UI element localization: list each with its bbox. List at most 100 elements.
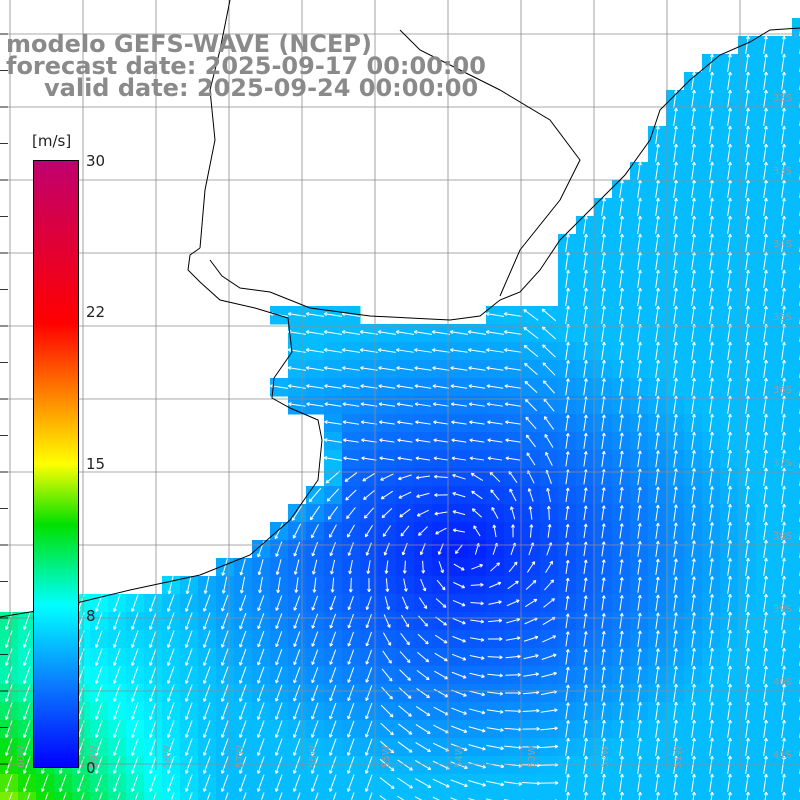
wind-arrow xyxy=(781,593,786,612)
wind-arrow xyxy=(452,510,466,516)
wind-arrow xyxy=(342,420,360,425)
wind-arrow xyxy=(363,490,375,500)
wind-arrow xyxy=(709,504,714,522)
wind-arrow xyxy=(763,107,768,126)
wind-arrow xyxy=(258,576,263,594)
wind-arrow xyxy=(745,539,750,558)
wind-arrow xyxy=(435,598,447,608)
wind-cell xyxy=(792,396,800,415)
wind-arrow xyxy=(565,269,570,288)
wind-arrow xyxy=(727,503,732,522)
wind-cell xyxy=(792,666,800,685)
wind-arrow xyxy=(453,581,466,589)
wind-arrow xyxy=(508,561,518,573)
wind-arrow xyxy=(727,161,732,180)
wind-arrow xyxy=(781,341,786,360)
wind-arrow xyxy=(745,125,750,144)
wind-arrow xyxy=(601,378,606,396)
wind-arrow xyxy=(565,613,570,629)
wind-arrow xyxy=(239,576,246,594)
wind-arrow xyxy=(691,486,696,504)
wind-arrow xyxy=(655,359,660,378)
wind-arrow xyxy=(486,402,503,407)
wind-arrow xyxy=(727,557,732,576)
wind-arrow xyxy=(546,487,551,502)
wind-arrow xyxy=(691,468,696,486)
wind-arrow xyxy=(293,559,300,575)
wind-arrow xyxy=(287,348,306,353)
wind-cell xyxy=(792,18,800,37)
wind-cell xyxy=(792,216,800,235)
wind-cell xyxy=(792,468,800,487)
wind-arrow xyxy=(727,449,732,468)
wind-arrow xyxy=(673,432,678,450)
wind-arrow xyxy=(583,215,588,234)
wind-arrow xyxy=(221,594,229,612)
wind-arrow xyxy=(510,506,516,520)
wind-arrow xyxy=(395,348,414,353)
wind-arrow xyxy=(421,560,426,574)
wind-arrow xyxy=(329,595,337,611)
wind-cell xyxy=(450,792,469,800)
wind-arrow xyxy=(655,576,660,594)
wind-cell xyxy=(792,576,800,595)
wind-arrow xyxy=(348,577,353,593)
wind-arrow xyxy=(781,359,786,378)
wind-cell xyxy=(792,72,800,91)
wind-arrow xyxy=(745,575,750,594)
wind-arrow xyxy=(727,341,732,360)
wind-arrow xyxy=(167,576,174,595)
wind-cell xyxy=(792,684,800,703)
wind-arrow xyxy=(601,595,606,611)
wind-cell xyxy=(792,720,800,739)
wind-arrow xyxy=(22,612,31,630)
wind-arrow xyxy=(361,438,377,443)
wind-cell xyxy=(792,198,800,217)
wind-arrow xyxy=(763,161,768,180)
wind-arrow xyxy=(745,35,750,54)
wind-cell xyxy=(648,792,667,800)
wind-arrow xyxy=(727,431,732,450)
wind-arrow xyxy=(781,467,786,486)
wind-arrow xyxy=(673,540,678,558)
wind-arrow xyxy=(486,384,504,389)
wind-arrow xyxy=(637,161,642,180)
wind-arrow xyxy=(601,197,606,216)
wind-arrow xyxy=(709,486,714,504)
wind-cell xyxy=(576,792,595,800)
wind-arrow xyxy=(367,578,372,593)
wind-arrow xyxy=(691,377,696,396)
wind-arrow xyxy=(433,420,449,425)
wind-arrow xyxy=(619,450,624,468)
wind-arrow xyxy=(601,269,606,288)
wind-arrow xyxy=(491,506,499,519)
wind-arrow xyxy=(257,559,264,576)
wind-cell xyxy=(288,792,307,800)
wind-arrow xyxy=(545,560,553,574)
wind-arrow xyxy=(524,598,538,608)
lat-label: 35S xyxy=(773,312,792,323)
wind-arrow xyxy=(504,384,522,389)
wind-arrow xyxy=(305,330,324,335)
colorbar xyxy=(33,160,79,768)
wind-arrow xyxy=(345,489,357,501)
wind-arrow xyxy=(763,233,768,252)
wind-arrow xyxy=(781,233,786,252)
wind-arrow xyxy=(763,503,768,522)
wind-arrow xyxy=(619,233,624,252)
wind-arrow xyxy=(431,330,450,335)
wind-arrow xyxy=(691,522,696,540)
wind-arrow xyxy=(341,348,360,353)
wind-arrow xyxy=(637,233,642,252)
wind-arrow xyxy=(565,287,570,306)
wind-arrow xyxy=(490,562,501,572)
wind-arrow xyxy=(763,575,768,594)
wind-arrow xyxy=(673,612,678,630)
wind-arrow xyxy=(504,366,522,371)
wind-arrow xyxy=(525,579,537,590)
wind-arrow xyxy=(709,125,714,144)
wind-arrow xyxy=(546,505,551,520)
wind-arrow xyxy=(637,341,642,360)
wind-arrow xyxy=(414,384,432,389)
wind-arrow xyxy=(330,577,335,593)
